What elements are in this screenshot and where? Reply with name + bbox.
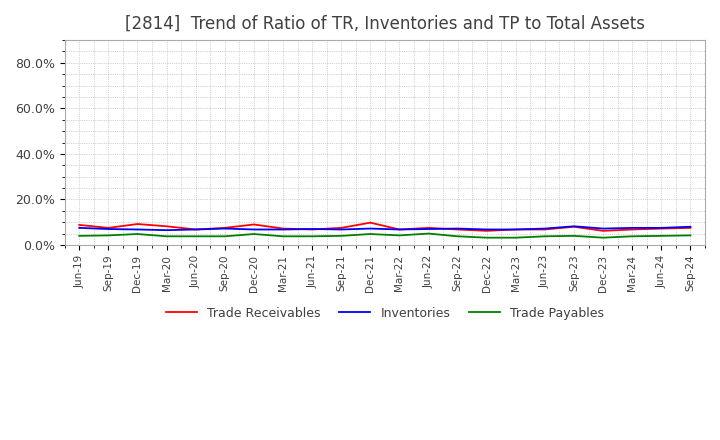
Trade Receivables xyxy=(454,227,462,232)
Inventories xyxy=(511,227,520,232)
Trade Payables xyxy=(337,233,346,238)
Trade Receivables xyxy=(599,228,608,234)
Inventories xyxy=(395,227,404,232)
Title: [2814]  Trend of Ratio of TR, Inventories and TP to Total Assets: [2814] Trend of Ratio of TR, Inventories… xyxy=(125,15,645,33)
Trade Payables xyxy=(541,234,549,239)
Trade Receivables xyxy=(366,220,374,225)
Trade Payables xyxy=(454,234,462,239)
Trade Receivables xyxy=(628,227,636,232)
Inventories xyxy=(570,224,578,229)
Inventories xyxy=(482,227,491,232)
Inventories xyxy=(104,227,113,232)
Trade Payables xyxy=(482,235,491,240)
Trade Payables xyxy=(570,233,578,238)
Trade Receivables xyxy=(570,224,578,229)
Inventories xyxy=(250,227,258,232)
Legend: Trade Receivables, Inventories, Trade Payables: Trade Receivables, Inventories, Trade Pa… xyxy=(161,302,609,325)
Trade Payables xyxy=(75,233,84,238)
Trade Payables xyxy=(192,234,200,239)
Trade Payables xyxy=(220,234,229,239)
Trade Receivables xyxy=(104,225,113,231)
Trade Payables xyxy=(424,231,433,236)
Inventories xyxy=(192,227,200,232)
Trade Receivables xyxy=(337,225,346,231)
Line: Inventories: Inventories xyxy=(79,226,690,230)
Trade Receivables xyxy=(541,227,549,232)
Trade Receivables xyxy=(133,221,142,227)
Trade Payables xyxy=(657,233,666,238)
Inventories xyxy=(75,225,84,231)
Inventories xyxy=(628,225,636,231)
Inventories xyxy=(657,225,666,231)
Inventories xyxy=(307,227,316,232)
Trade Receivables xyxy=(75,222,84,227)
Trade Payables xyxy=(162,234,171,239)
Inventories xyxy=(599,226,608,231)
Trade Receivables xyxy=(686,225,695,231)
Inventories xyxy=(454,226,462,231)
Trade Payables xyxy=(686,233,695,238)
Trade Payables xyxy=(366,231,374,237)
Inventories xyxy=(133,227,142,232)
Trade Receivables xyxy=(511,227,520,232)
Trade Payables xyxy=(511,235,520,240)
Trade Receivables xyxy=(395,227,404,232)
Trade Payables xyxy=(307,234,316,239)
Trade Receivables xyxy=(250,222,258,227)
Inventories xyxy=(162,227,171,233)
Trade Payables xyxy=(599,235,608,240)
Trade Payables xyxy=(250,231,258,237)
Trade Receivables xyxy=(279,226,287,231)
Line: Trade Receivables: Trade Receivables xyxy=(79,223,690,231)
Trade Payables xyxy=(104,233,113,238)
Trade Payables xyxy=(133,231,142,237)
Trade Payables xyxy=(395,233,404,238)
Inventories xyxy=(541,226,549,231)
Trade Receivables xyxy=(657,226,666,231)
Trade Payables xyxy=(628,234,636,239)
Inventories xyxy=(366,226,374,231)
Trade Receivables xyxy=(482,228,491,234)
Line: Trade Payables: Trade Payables xyxy=(79,234,690,238)
Trade Receivables xyxy=(162,224,171,229)
Inventories xyxy=(424,227,433,232)
Trade Receivables xyxy=(220,225,229,231)
Inventories xyxy=(686,224,695,229)
Inventories xyxy=(279,227,287,232)
Trade Receivables xyxy=(424,225,433,231)
Inventories xyxy=(220,226,229,231)
Trade Receivables xyxy=(307,227,316,232)
Trade Payables xyxy=(279,234,287,239)
Trade Receivables xyxy=(192,227,200,232)
Inventories xyxy=(337,227,346,232)
